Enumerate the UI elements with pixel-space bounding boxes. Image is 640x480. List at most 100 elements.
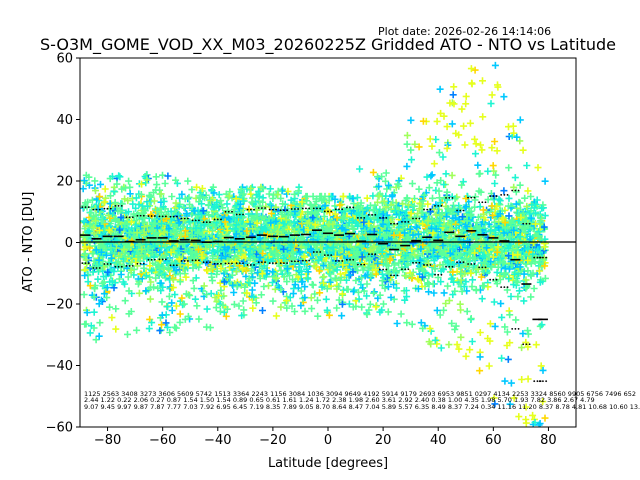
scatter-point: [437, 344, 445, 352]
scatter-point: [456, 246, 464, 254]
scatter-point: [518, 376, 526, 383]
scatter-point: [430, 160, 438, 168]
scatter-point: [132, 194, 140, 202]
scatter-point: [439, 153, 447, 161]
scatter-point: [490, 298, 498, 306]
scatter-point: [388, 193, 396, 201]
scatter-point: [102, 194, 110, 202]
scatter-point: [239, 297, 247, 305]
scatter-point: [387, 293, 395, 301]
scatter-point: [393, 284, 400, 292]
scatter-point: [493, 268, 501, 276]
scatter-point: [193, 183, 201, 191]
scatter-point: [425, 288, 433, 296]
scatter-point: [301, 307, 309, 315]
scatter-point: [283, 304, 291, 312]
scatter-point: [430, 205, 438, 213]
scatter-point: [469, 276, 476, 284]
scatter-point: [185, 193, 193, 201]
scatter-point: [203, 305, 211, 313]
scatter-point: [541, 212, 549, 220]
scatter-point: [359, 284, 367, 292]
scatter-point: [182, 273, 190, 281]
scatter-point: [415, 185, 423, 193]
scatter-point: [411, 140, 419, 148]
scatter-point: [90, 308, 98, 316]
scatter-point: [272, 312, 280, 320]
scatter-point: [515, 413, 523, 421]
scatter-point: [180, 300, 188, 308]
scatter-point: [505, 164, 513, 172]
scatter-point: [403, 162, 411, 170]
scatter-point: [440, 289, 448, 297]
scatter-point: [80, 185, 87, 193]
scatter-point: [531, 419, 539, 426]
scatter-point: [536, 420, 544, 427]
scatter-point: [101, 185, 109, 193]
scatter-point: [145, 191, 153, 199]
scatter-points-layer: [80, 61, 550, 427]
scatter-point: [284, 187, 292, 195]
scatter-point: [425, 272, 433, 280]
scatter-point: [188, 186, 196, 194]
scatter-point: [322, 295, 330, 303]
scatter-point: [409, 268, 417, 276]
scatter-point: [176, 310, 184, 318]
scatter-point: [455, 345, 463, 353]
scatter-point: [524, 327, 532, 335]
scatter-point: [529, 411, 537, 419]
scatter-point: [158, 321, 165, 329]
scatter-point: [248, 286, 256, 294]
scatter-point: [468, 338, 476, 345]
scatter-point: [472, 140, 480, 148]
scatter-point: [471, 66, 479, 74]
plot-date-label: Plot date: 2026-02-26 14:14:06: [378, 25, 551, 38]
scatter-point: [440, 306, 448, 314]
scatter-point: [512, 316, 520, 324]
scatter-point: [83, 309, 91, 317]
scatter-point: [287, 196, 295, 204]
scatter-point: [427, 340, 435, 348]
scatter-point: [323, 306, 331, 314]
scatter-point: [161, 180, 169, 187]
scatter-point: [496, 272, 504, 280]
scatter-point: [345, 300, 353, 308]
scatter-point: [84, 278, 92, 286]
scatter-point: [484, 167, 492, 175]
scatter-point: [343, 276, 350, 284]
scatter-point: [132, 204, 140, 212]
scatter-point: [516, 181, 524, 189]
scatter-point: [484, 335, 492, 342]
scatter-point: [248, 270, 256, 277]
scatter-point: [477, 141, 484, 149]
scatter-point: [181, 270, 189, 278]
scatter-point: [358, 303, 366, 311]
scatter-point: [195, 315, 203, 323]
scatter-point: [403, 319, 411, 327]
scatter-point: [277, 303, 285, 311]
scatter-point: [338, 312, 346, 320]
scatter-point: [532, 341, 540, 349]
scatter-point: [491, 138, 499, 145]
scatter-point: [222, 312, 230, 320]
scatter-point: [419, 117, 427, 125]
scatter-point: [460, 122, 468, 130]
chart-title: S-O3M_GOME_VOD_XX_M03_20260225Z Gridded …: [40, 35, 616, 55]
scatter-point: [230, 289, 238, 296]
scatter-point: [363, 194, 371, 202]
scatter-point: [260, 283, 268, 290]
scatter-point: [112, 305, 120, 313]
scatter-point: [462, 352, 470, 360]
scatter-point: [311, 290, 319, 298]
scatter-point: [485, 362, 493, 370]
scatter-point: [308, 305, 316, 313]
scatter-point: [442, 300, 450, 307]
scatter-point: [428, 171, 436, 179]
scatter-point: [430, 289, 438, 297]
scatter-point: [462, 278, 470, 286]
scatter-point: [519, 146, 527, 154]
scatter-point: [527, 193, 535, 200]
scatter-point: [307, 201, 315, 209]
scatter-point: [450, 83, 458, 91]
scatter-point: [431, 265, 439, 273]
